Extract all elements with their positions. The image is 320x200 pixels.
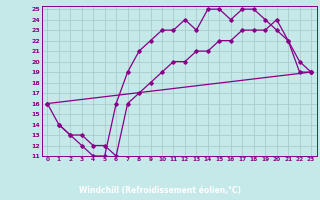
Text: Windchill (Refroidissement éolien,°C): Windchill (Refroidissement éolien,°C) <box>79 186 241 194</box>
